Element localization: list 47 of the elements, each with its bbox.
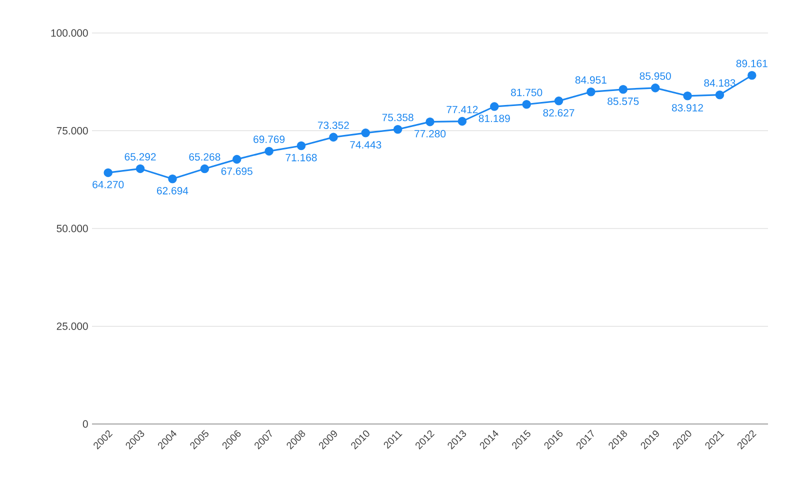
point (168, 174, 177, 184)
point (715, 90, 724, 100)
data-label: 62.694 (157, 187, 188, 194)
point (522, 100, 531, 109)
data-label: 85.950 (640, 72, 671, 80)
data-label: 69.769 (254, 136, 285, 144)
point (458, 116, 467, 126)
point (232, 154, 242, 164)
data-label: 74.443 (350, 141, 382, 149)
point (329, 132, 338, 142)
point (683, 92, 692, 100)
y-tick-label: 0 (82, 420, 88, 428)
data-label: 77.412 (446, 106, 478, 114)
point (554, 96, 564, 106)
data-label: 65.292 (124, 153, 156, 161)
point (393, 124, 402, 134)
data-label: 67.695 (221, 167, 252, 175)
point (586, 87, 596, 96)
point (136, 164, 145, 174)
data-label: 81.750 (511, 88, 542, 96)
point (618, 85, 628, 94)
y-tick-label: 50.000 (56, 224, 88, 232)
point (264, 146, 274, 156)
y-tick-label: 100.000 (51, 29, 88, 37)
point (490, 102, 499, 111)
data-label: 85.575 (608, 98, 639, 105)
y-tick-label: 25.000 (56, 322, 88, 330)
data-label: 83.912 (672, 104, 703, 112)
y-tick-label: 75.000 (56, 127, 88, 134)
data-label: 75.358 (382, 114, 414, 122)
data-label: 84.951 (575, 76, 606, 84)
data-label: 64.270 (92, 180, 124, 188)
point (200, 164, 210, 174)
data-label: 65.268 (189, 153, 220, 161)
point (104, 168, 112, 178)
data-label: 82.627 (543, 109, 574, 117)
data-label: 84.183 (704, 79, 736, 87)
point (650, 84, 660, 92)
point (361, 128, 370, 138)
point (426, 117, 434, 126)
data-label: 71.168 (286, 154, 317, 162)
point (748, 70, 756, 80)
data-label: 77.280 (414, 130, 446, 138)
point (296, 141, 306, 150)
data-label: 81.189 (478, 114, 510, 122)
data-label: 89.161 (736, 60, 768, 68)
data-label: 73.352 (318, 122, 349, 130)
